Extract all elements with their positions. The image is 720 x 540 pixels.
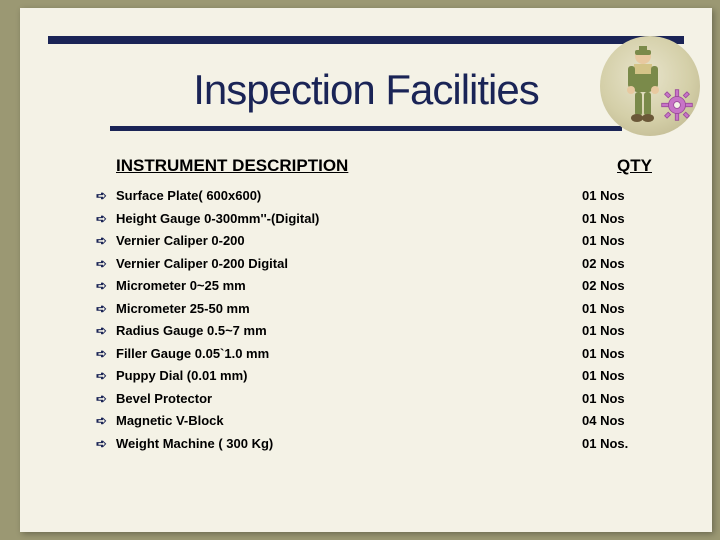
table-row: ➪Weight Machine ( 300 Kg)01 Nos.	[96, 436, 652, 459]
row-desc: Bevel Protector	[116, 391, 582, 406]
header-desc: INSTRUMENT DESCRIPTION	[116, 156, 348, 176]
table-row: ➪Puppy Dial (0.01 mm)01 Nos	[96, 368, 652, 391]
row-desc: Puppy Dial (0.01 mm)	[116, 368, 582, 383]
row-desc: Micrometer 0~25 mm	[116, 278, 582, 293]
row-qty: 02 Nos	[582, 256, 652, 271]
row-qty: 01 Nos	[582, 323, 652, 338]
bullet-icon: ➪	[96, 436, 116, 452]
table-row: ➪Vernier Caliper 0-200 Digital02 Nos	[96, 256, 652, 279]
table-row: ➪Radius Gauge 0.5~7 mm01 Nos	[96, 323, 652, 346]
bullet-icon: ➪	[96, 278, 116, 294]
row-qty: 01 Nos	[582, 346, 652, 361]
row-qty: 01 Nos	[582, 233, 652, 248]
gear-icon	[660, 88, 694, 122]
row-qty: 01 Nos.	[582, 436, 652, 451]
row-qty: 01 Nos	[582, 301, 652, 316]
row-desc: Height Gauge 0-300mm''-(Digital)	[116, 211, 582, 226]
instrument-list: ➪Surface Plate( 600x600)01 Nos➪Height Ga…	[96, 188, 652, 458]
bullet-icon: ➪	[96, 323, 116, 339]
bullet-icon: ➪	[96, 188, 116, 204]
bullet-icon: ➪	[96, 301, 116, 317]
bullet-icon: ➪	[96, 368, 116, 384]
bullet-icon: ➪	[96, 413, 116, 429]
row-qty: 04 Nos	[582, 413, 652, 428]
bullet-icon: ➪	[96, 391, 116, 407]
row-qty: 01 Nos	[582, 188, 652, 203]
row-desc: Weight Machine ( 300 Kg)	[116, 436, 582, 451]
row-qty: 01 Nos	[582, 368, 652, 383]
row-desc: Filler Gauge 0.05`1.0 mm	[116, 346, 582, 361]
table-row: ➪Surface Plate( 600x600)01 Nos	[96, 188, 652, 211]
row-qty: 01 Nos	[582, 211, 652, 226]
row-desc: Surface Plate( 600x600)	[116, 188, 582, 203]
slide: Inspection Facilities	[20, 8, 712, 532]
row-desc: Vernier Caliper 0-200 Digital	[116, 256, 582, 271]
row-desc: Vernier Caliper 0-200	[116, 233, 582, 248]
top-bar	[48, 36, 684, 44]
clipart-circle	[600, 36, 700, 136]
table-row: ➪Bevel Protector01 Nos	[96, 391, 652, 414]
table-row: ➪Height Gauge 0-300mm''-(Digital)01 Nos	[96, 211, 652, 234]
bullet-icon: ➪	[96, 211, 116, 227]
row-qty: 01 Nos	[582, 391, 652, 406]
row-qty: 02 Nos	[582, 278, 652, 293]
header-qty: QTY	[617, 156, 652, 176]
row-desc: Micrometer 25-50 mm	[116, 301, 582, 316]
row-desc: Magnetic V-Block	[116, 413, 582, 428]
table-row: ➪Micrometer 25-50 mm01 Nos	[96, 301, 652, 324]
title-underline	[110, 126, 622, 131]
table-row: ➪Micrometer 0~25 mm02 Nos	[96, 278, 652, 301]
table-row: ➪Filler Gauge 0.05`1.0 mm01 Nos	[96, 346, 652, 369]
row-desc: Radius Gauge 0.5~7 mm	[116, 323, 582, 338]
bullet-icon: ➪	[96, 233, 116, 249]
bullet-icon: ➪	[96, 256, 116, 272]
table-header: INSTRUMENT DESCRIPTION QTY	[116, 156, 652, 176]
bullet-icon: ➪	[96, 346, 116, 362]
table-row: ➪Magnetic V-Block04 Nos	[96, 413, 652, 436]
table-row: ➪Vernier Caliper 0-20001 Nos	[96, 233, 652, 256]
